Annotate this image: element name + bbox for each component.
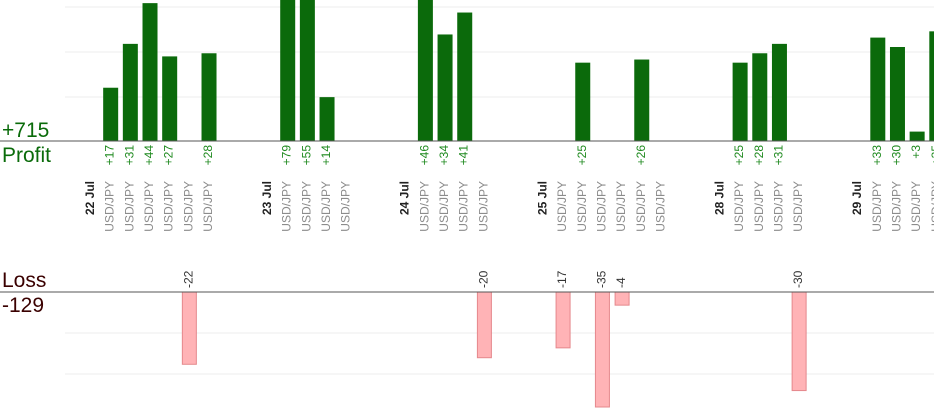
loss-value-label: -20	[476, 270, 490, 288]
loss-value-label: -4	[614, 277, 628, 288]
profit-total: +715	[2, 119, 50, 142]
loss-value-label: -30	[791, 270, 805, 288]
profit-value-label: +26	[634, 145, 648, 166]
profit-value-label: +46	[417, 145, 431, 166]
pair-label: USD/JPY	[299, 181, 313, 232]
pair-label: USD/JPY	[594, 181, 608, 232]
profit-bar	[870, 37, 886, 141]
profit-bar	[575, 62, 591, 141]
profit-bar	[457, 12, 473, 142]
profit-bar	[299, 0, 315, 141]
pair-label: USD/JPY	[142, 181, 156, 232]
pair-label: USD/JPY	[653, 181, 667, 232]
profit-bar	[634, 59, 650, 141]
loss-total: -129	[2, 294, 45, 317]
loss-value-label: -35	[594, 270, 608, 288]
loss-bar	[594, 291, 610, 408]
pair-label: USD/JPY	[614, 181, 628, 232]
profit-bar	[142, 3, 158, 142]
loss-value-label: -17	[555, 270, 569, 288]
date-label: 22 Jul	[83, 181, 97, 215]
profit-value-label: +28	[201, 145, 215, 166]
profit-value-label: +25	[732, 145, 746, 166]
date-label: 23 Jul	[260, 181, 274, 215]
loss-bar	[181, 291, 197, 365]
pair-label: USD/JPY	[909, 181, 923, 232]
date-label: 25 Jul	[535, 181, 549, 215]
profit-value-label: +31	[122, 145, 136, 166]
profit-value-label: +28	[752, 145, 766, 166]
pair-label: USD/JPY	[575, 181, 589, 232]
profit-value-label: +14	[319, 145, 333, 166]
profit-bar	[929, 31, 934, 141]
loss-bar	[555, 291, 571, 349]
x-axis-labels: 22 Jul USD/JPY USD/JPY USD/JPY USD/JPY USD/JP…	[83, 181, 934, 232]
pair-label: USD/JPY	[181, 181, 195, 232]
profit-value-label: +25	[575, 145, 589, 166]
pair-label: USD/JPY	[752, 181, 766, 232]
profit-value-label: +44	[142, 145, 156, 166]
profit-value-label: +35	[929, 145, 934, 166]
profit-value-label: +31	[771, 145, 785, 166]
pair-label: USD/JPY	[634, 181, 648, 232]
profit-bar	[909, 131, 925, 141]
profit-value-label: +79	[280, 145, 294, 166]
pair-label: USD/JPY	[457, 181, 471, 232]
profit-bar	[732, 62, 748, 141]
profit-value-label: +34	[437, 145, 451, 166]
profit-value-label: +17	[103, 145, 117, 166]
loss-label: Loss	[2, 269, 47, 292]
pair-label: USD/JPY	[417, 181, 431, 232]
pair-label: USD/JPY	[103, 181, 117, 232]
profit-bar	[889, 47, 905, 141]
pair-label: USD/JPY	[437, 181, 451, 232]
profit-bar	[103, 87, 119, 141]
loss-bar	[791, 291, 807, 392]
profit-value-label: +41	[457, 145, 471, 166]
profit-value-label: +33	[870, 145, 884, 166]
profit-bar	[201, 53, 217, 142]
date-label: 24 Jul	[398, 181, 412, 215]
profit-value-label: +30	[889, 145, 903, 166]
profit-bar	[417, 0, 433, 141]
pair-label: USD/JPY	[162, 181, 176, 232]
profit-bar	[437, 34, 453, 141]
profit-bar	[280, 0, 296, 141]
profit-bar	[319, 97, 335, 141]
pair-label: USD/JPY	[339, 181, 353, 232]
profit-label: Profit	[2, 144, 52, 167]
loss-bar	[476, 291, 492, 359]
pair-label: USD/JPY	[791, 181, 805, 232]
loss-value-label: -22	[181, 270, 195, 288]
pair-label: USD/JPY	[319, 181, 333, 232]
profit-bar	[122, 43, 138, 141]
value-labels: +17 +31 +44 +27 -22 +28 +79 +55 +14 +46 +34 +41 -20 -…	[103, 145, 934, 288]
date-label: 28 Jul	[712, 181, 726, 215]
pair-label: USD/JPY	[201, 181, 215, 232]
pair-label: USD/JPY	[122, 181, 136, 232]
date-label: 29 Jul	[850, 181, 864, 215]
pair-label: USD/JPY	[929, 181, 934, 232]
loss-bar	[614, 291, 630, 306]
profit-value-label: +27	[162, 145, 176, 166]
pair-label: USD/JPY	[555, 181, 569, 232]
profit-bar	[162, 56, 178, 141]
profit-bar	[771, 43, 787, 141]
profit-value-label: +3	[909, 145, 923, 159]
pair-label: USD/JPY	[732, 181, 746, 232]
pair-label: USD/JPY	[771, 181, 785, 232]
pair-label: USD/JPY	[280, 181, 294, 232]
pair-label: USD/JPY	[870, 181, 884, 232]
profit-value-label: +55	[299, 145, 313, 166]
pair-label: USD/JPY	[476, 181, 490, 232]
pair-label: USD/JPY	[889, 181, 903, 232]
profit-bar	[752, 53, 768, 142]
trade-bars	[103, 0, 934, 408]
